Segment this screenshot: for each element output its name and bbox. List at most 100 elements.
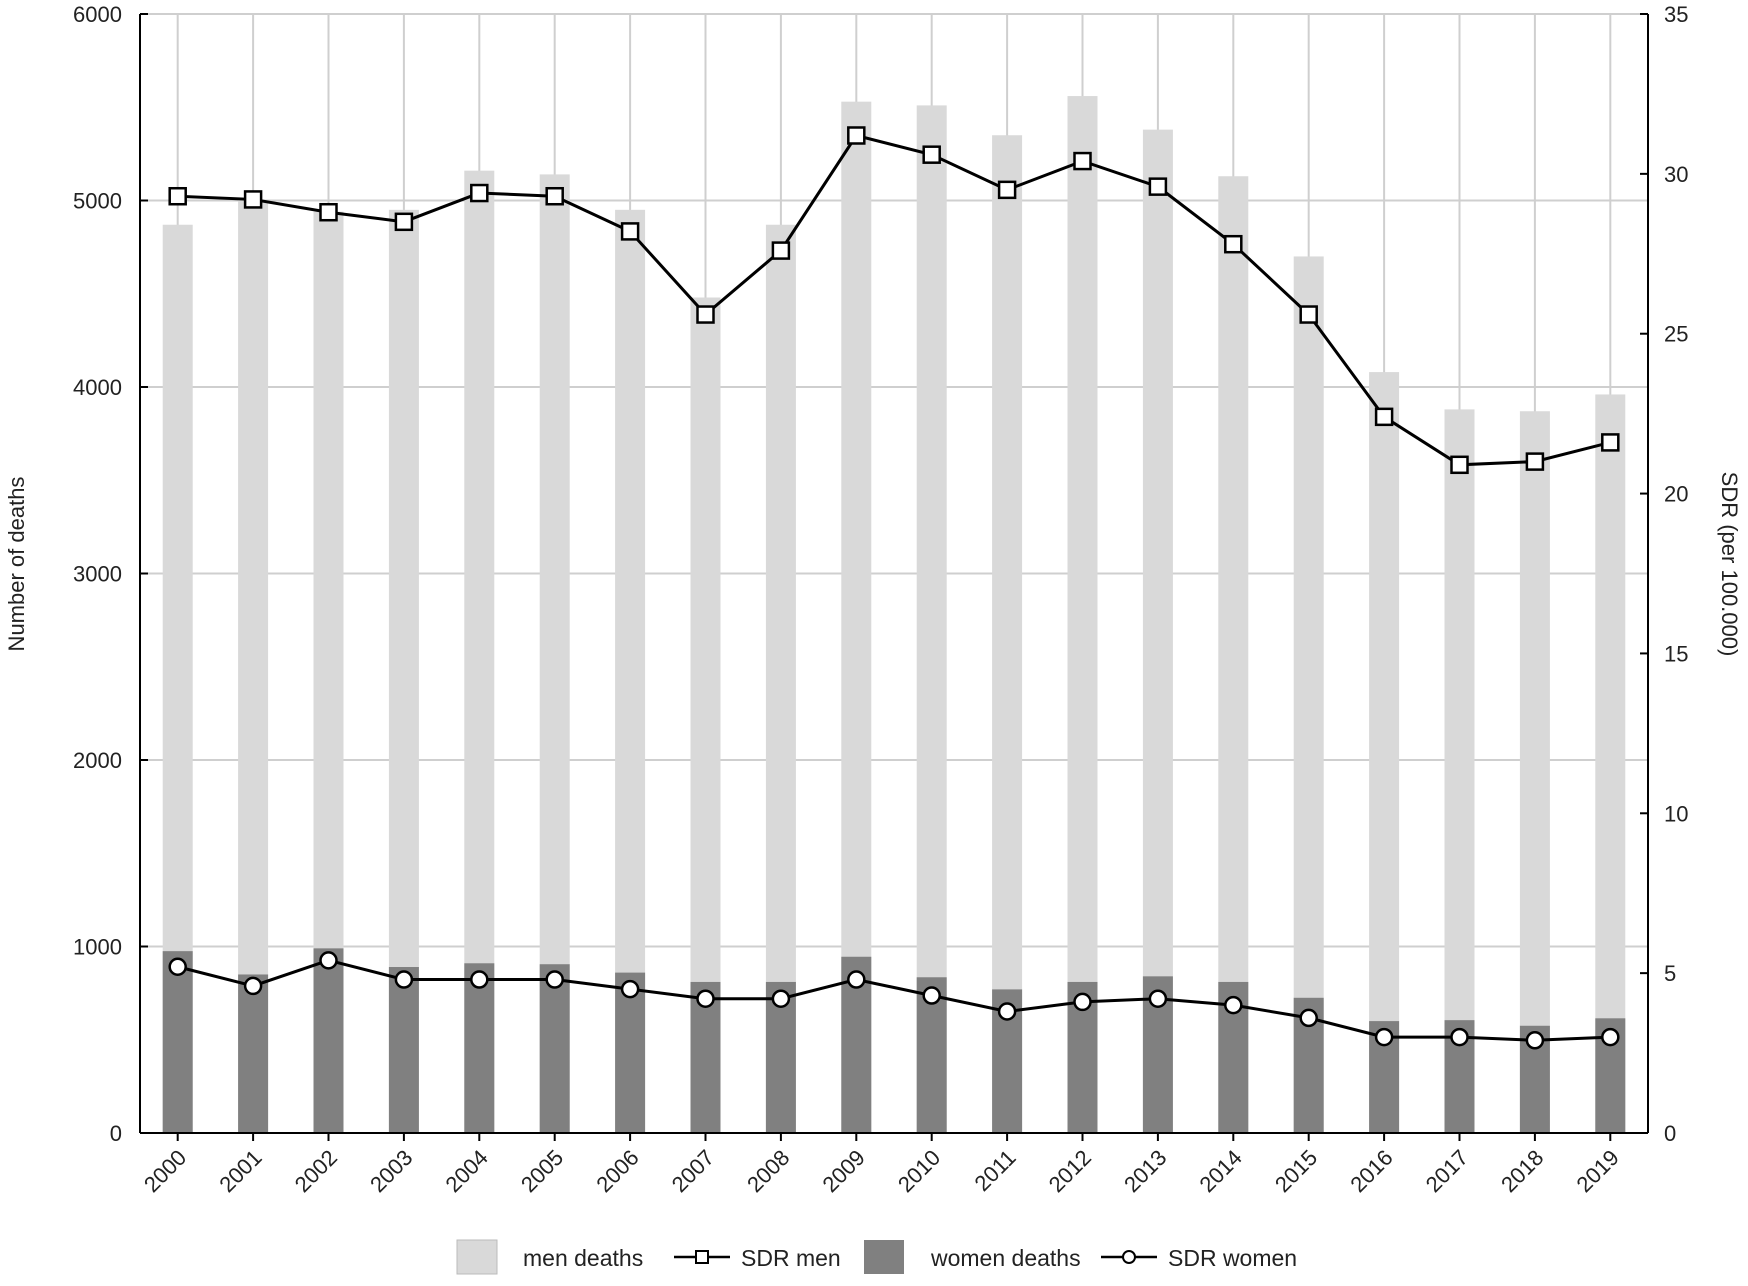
bar-men-deaths bbox=[1595, 394, 1626, 1134]
bar-men-deaths bbox=[1293, 256, 1324, 1133]
line-series bbox=[168, 126, 1620, 1050]
point-sdr-women bbox=[696, 989, 715, 1008]
point-sdr-men bbox=[1299, 305, 1318, 324]
legend-label-sdr-men: SDR men bbox=[741, 1245, 841, 1271]
legend-marker-sdr-women bbox=[1122, 1250, 1136, 1264]
line-sdr-women bbox=[177, 958, 1611, 1042]
line-sdr-men bbox=[177, 133, 1611, 467]
point-sdr-men bbox=[847, 126, 866, 145]
point-sdr-men bbox=[394, 212, 414, 232]
x-tick-label: 2002 bbox=[290, 1145, 342, 1197]
point-sdr-women bbox=[1525, 1031, 1545, 1050]
legend-label-men-deaths: men deaths bbox=[523, 1245, 643, 1271]
point-sdr-women bbox=[1224, 995, 1243, 1015]
legend-label-sdr-women: SDR women bbox=[1168, 1245, 1297, 1271]
x-tick-label: 2003 bbox=[365, 1145, 417, 1197]
x-tick-label: 2010 bbox=[893, 1145, 945, 1197]
bar-series bbox=[162, 96, 1626, 1134]
x-tick-label: 2017 bbox=[1421, 1145, 1473, 1197]
y-tick-label: 6000 bbox=[73, 2, 122, 27]
point-sdr-women bbox=[470, 970, 489, 989]
point-sdr-women bbox=[922, 986, 941, 1005]
y2-tick-label: 30 bbox=[1664, 162, 1688, 187]
point-sdr-men bbox=[696, 305, 715, 324]
bar-men-deaths bbox=[1369, 372, 1400, 1134]
point-sdr-men bbox=[1450, 455, 1469, 475]
point-sdr-women bbox=[1073, 992, 1092, 1012]
x-tick-label: 2009 bbox=[818, 1145, 870, 1197]
y-tick-label: 3000 bbox=[73, 562, 122, 587]
point-sdr-men bbox=[1525, 452, 1545, 471]
y2-tick-label: 0 bbox=[1664, 1121, 1676, 1146]
y2-tick-label: 25 bbox=[1664, 322, 1688, 347]
point-sdr-men bbox=[545, 186, 564, 206]
bar-women-deaths bbox=[313, 948, 344, 1133]
x-tick-label: 2008 bbox=[742, 1145, 794, 1197]
y2-tick-label: 20 bbox=[1664, 482, 1688, 507]
y2-axis-title: SDR (per 100.000) bbox=[1717, 472, 1742, 657]
bar-men-deaths bbox=[916, 105, 947, 1133]
point-sdr-women bbox=[394, 970, 414, 989]
legend: men deaths SDR men women deaths SDR women bbox=[456, 1239, 1297, 1275]
point-sdr-women bbox=[620, 979, 640, 999]
point-sdr-men bbox=[470, 183, 489, 203]
point-sdr-men bbox=[1073, 151, 1092, 171]
point-sdr-women bbox=[1601, 1027, 1620, 1047]
bar-men-deaths bbox=[1519, 411, 1550, 1133]
point-sdr-women bbox=[243, 976, 263, 996]
bar-men-deaths bbox=[1142, 129, 1173, 1133]
y-tick-label: 1000 bbox=[73, 935, 122, 960]
bar-women-deaths bbox=[615, 972, 646, 1133]
x-tick-label: 2007 bbox=[667, 1145, 719, 1197]
bar-men-deaths bbox=[1218, 176, 1249, 1133]
point-sdr-women bbox=[1299, 1008, 1318, 1028]
x-tick-label: 2016 bbox=[1345, 1145, 1397, 1197]
point-sdr-men bbox=[620, 222, 640, 241]
x-tick-label: 2011 bbox=[970, 1145, 1021, 1196]
y-axis-title: Number of deaths bbox=[4, 477, 29, 652]
bar-men-deaths bbox=[992, 135, 1023, 1134]
point-sdr-men bbox=[1224, 234, 1243, 254]
x-tick-label: 2012 bbox=[1044, 1145, 1096, 1197]
point-sdr-women bbox=[771, 989, 791, 1008]
y2-tick-label: 5 bbox=[1664, 961, 1676, 986]
x-tick-label: 2019 bbox=[1572, 1145, 1624, 1197]
bar-women-deaths bbox=[238, 974, 269, 1133]
x-tick-label: 2013 bbox=[1119, 1145, 1171, 1197]
x-tick-label: 2000 bbox=[139, 1145, 191, 1197]
bar-women-deaths bbox=[464, 963, 495, 1133]
x-tick-label: 2001 bbox=[214, 1145, 266, 1197]
point-sdr-women bbox=[847, 970, 866, 989]
legend-label-women-deaths: women deaths bbox=[930, 1245, 1081, 1271]
bar-women-deaths bbox=[388, 967, 419, 1133]
x-tick-label: 2004 bbox=[441, 1145, 493, 1197]
point-sdr-women bbox=[319, 951, 338, 970]
point-sdr-men bbox=[243, 190, 263, 209]
point-sdr-women bbox=[168, 957, 187, 976]
point-sdr-men bbox=[319, 202, 338, 222]
bar-men-deaths bbox=[1067, 96, 1098, 1133]
y-tick-label: 4000 bbox=[73, 375, 122, 400]
point-sdr-women bbox=[997, 1002, 1017, 1021]
legend-marker-sdr-men bbox=[695, 1250, 709, 1264]
x-tick-label: 2018 bbox=[1496, 1145, 1548, 1197]
point-sdr-men bbox=[168, 186, 187, 206]
bar-women-deaths bbox=[539, 964, 570, 1133]
y-tick-label: 2000 bbox=[73, 748, 122, 773]
bar-men-deaths bbox=[765, 224, 796, 1133]
point-sdr-men bbox=[922, 145, 941, 164]
bar-men-deaths bbox=[1444, 409, 1475, 1133]
legend-swatch-women-deaths bbox=[864, 1240, 904, 1274]
y-tick-label: 5000 bbox=[73, 189, 122, 214]
y2-tick-label: 10 bbox=[1664, 801, 1688, 826]
point-sdr-women bbox=[545, 970, 564, 989]
x-tick-label: 2005 bbox=[516, 1145, 568, 1197]
grid-lines bbox=[140, 13, 1648, 1134]
point-sdr-women bbox=[1148, 989, 1168, 1008]
bar-women-deaths bbox=[162, 951, 193, 1133]
x-tick-label: 2006 bbox=[591, 1145, 643, 1197]
legend-swatch-men-deaths bbox=[456, 1239, 498, 1275]
point-sdr-women bbox=[1374, 1027, 1394, 1047]
point-sdr-women bbox=[1450, 1027, 1469, 1047]
